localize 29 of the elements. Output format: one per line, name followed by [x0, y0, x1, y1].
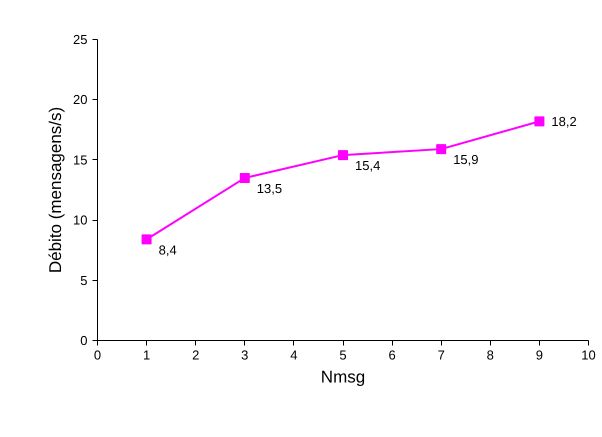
x-axis-title: Nmsg [320, 368, 366, 386]
x-tick-label: 2 [192, 348, 200, 362]
data-label: 18,2 [551, 114, 577, 129]
point [338, 150, 348, 160]
x-tick-label: 1 [142, 348, 150, 362]
x-tick-label: 0 [94, 348, 102, 362]
x-tick-label: 7 [438, 348, 445, 362]
x-tick-label: 8 [486, 348, 494, 362]
x-tick-label: 10 [581, 348, 596, 362]
x-tick-label: 6 [388, 348, 396, 362]
point [142, 234, 152, 244]
point [534, 116, 544, 126]
y-tick-label: 15 [73, 152, 88, 168]
data-label: 15,4 [355, 158, 380, 174]
y-tick-label: 25 [73, 32, 88, 47]
y-axis-title: Débito (mensagens/s) [46, 106, 66, 274]
data-label: 13,5 [256, 180, 282, 196]
y-tick-label: 5 [80, 272, 88, 288]
data-label: 8,4 [158, 242, 177, 258]
y-tick-label: 10 [73, 212, 88, 228]
y-tick-label: 20 [73, 92, 88, 108]
x-tick-label: 9 [536, 348, 544, 362]
y-tick-label: 0 [80, 333, 88, 348]
data-label: 15,9 [453, 152, 479, 168]
x-tick-label: 3 [241, 348, 248, 362]
x-tick-label: 4 [290, 348, 298, 362]
x-tick-label: 5 [339, 348, 347, 362]
point [436, 144, 446, 154]
point [240, 172, 250, 183]
